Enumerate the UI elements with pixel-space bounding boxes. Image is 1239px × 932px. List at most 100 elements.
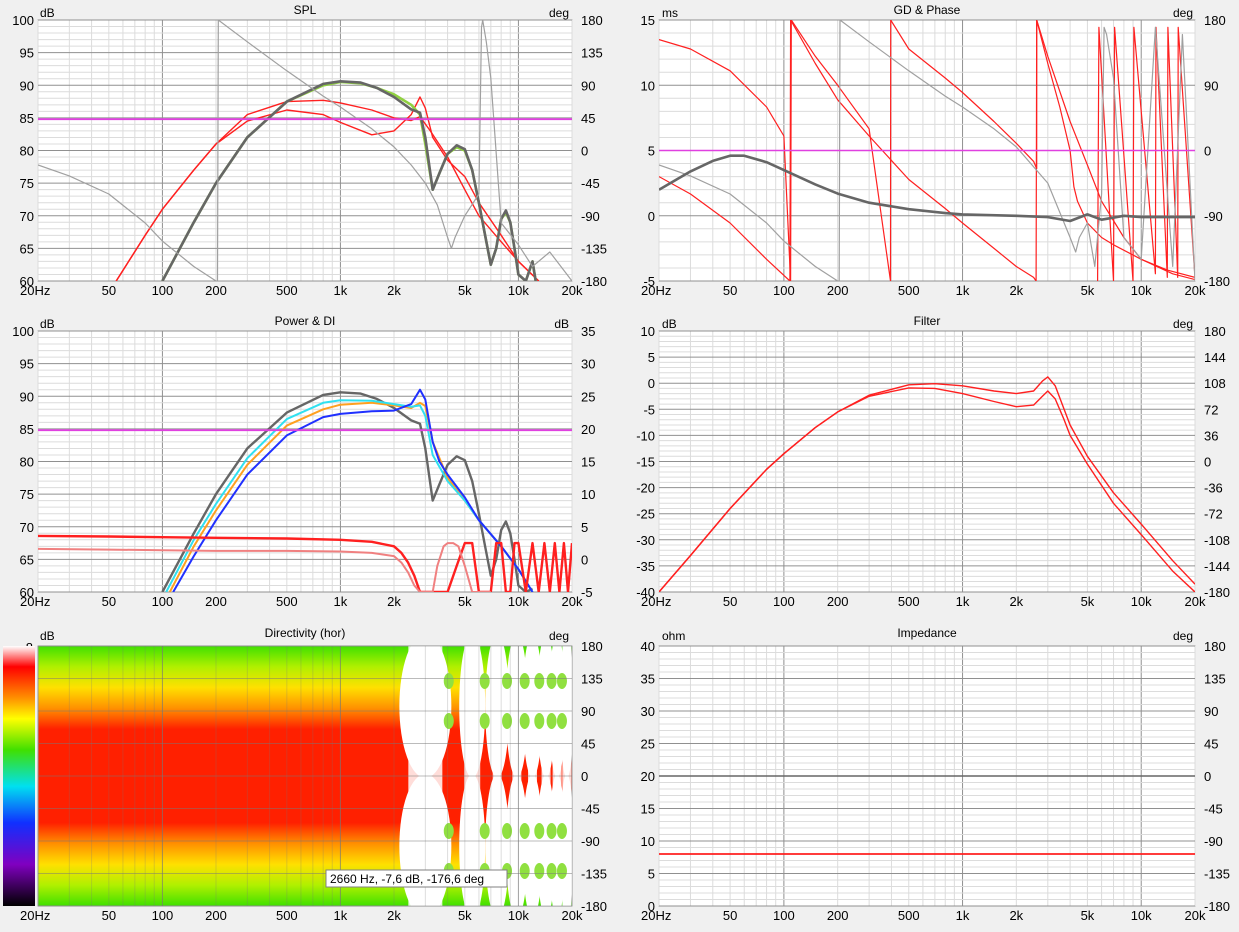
pw-series-4 xyxy=(38,534,572,592)
gd-series-2 xyxy=(1096,26,1195,281)
x-tick-label: 500 xyxy=(898,908,920,923)
directivity-title: Directivity (hor) xyxy=(265,626,346,640)
x-tick-label: 100 xyxy=(773,283,795,298)
y-tick-label: 5 xyxy=(648,144,655,159)
x-tick-label: 1k xyxy=(956,283,970,298)
y2-tick-label: 30 xyxy=(581,357,595,372)
x-tick-label: 20Hz xyxy=(20,283,50,298)
x-tick-label: 2k xyxy=(387,908,401,923)
x-tick-label: 1k xyxy=(956,908,970,923)
x-tick-label: 20Hz xyxy=(641,283,671,298)
x-tick-label: 20Hz xyxy=(641,594,671,609)
x-tick-label: 2k xyxy=(1009,283,1023,298)
y-tick-label: -5 xyxy=(643,274,655,289)
spl-tick-labels: 60 65 70 75 80 85 90 95 100 -180 -135 -90 -45 0 45 90 13… xyxy=(12,13,607,298)
y-tick-label: 65 xyxy=(20,241,34,256)
y2-tick-label: 5 xyxy=(581,520,588,535)
x-tick-label: 20k xyxy=(562,594,583,609)
x-tick-label: 20Hz xyxy=(20,908,50,923)
y-tick-label: 10 xyxy=(641,78,655,93)
y2-tick-label: -180 xyxy=(1204,899,1230,914)
y-tick-label: 60 xyxy=(20,274,34,289)
x-tick-label: 2k xyxy=(1009,908,1023,923)
directivity-lobe xyxy=(546,673,557,689)
directivity-lobe xyxy=(502,713,513,729)
y-tick-label: 60 xyxy=(20,585,34,600)
filter-grid xyxy=(658,330,1196,593)
x-tick-label: 2k xyxy=(387,283,401,298)
y-tick-label: 0 xyxy=(648,209,655,224)
y2-tick-label: 180 xyxy=(581,13,603,28)
cursor-readout: 2660 Hz, -7,6 dB, -176,6 deg xyxy=(330,872,484,886)
x-tick-label: 50 xyxy=(102,594,116,609)
directivity-lobe xyxy=(556,673,567,689)
y-tick-label: -5 xyxy=(643,402,655,417)
y-tick-label: -30 xyxy=(636,533,655,548)
y2-tick-label: -108 xyxy=(1204,533,1230,548)
spl-left-unit: dB xyxy=(40,6,55,20)
x-tick-label: 50 xyxy=(723,908,737,923)
directivity-lobe xyxy=(534,863,545,879)
y-tick-label: -20 xyxy=(636,481,655,496)
x-tick-label: 500 xyxy=(276,908,298,923)
y2-tick-label: 0 xyxy=(1204,455,1211,470)
gd-phase-tick-labels: -5 0 5 10 15 -180 -90 0 90 180 20Hz 50 100 200 500 1k 2k… xyxy=(641,13,1231,298)
spl-title: SPL xyxy=(294,3,317,17)
y-tick-label: 85 xyxy=(20,111,34,126)
y-tick-label: 10 xyxy=(641,324,655,339)
gd-phase-right-unit: deg xyxy=(1173,6,1193,20)
directivity-lobe xyxy=(534,713,545,729)
fi-series-1 xyxy=(659,387,1195,592)
x-tick-label: 100 xyxy=(773,594,795,609)
x-tick-label: 1k xyxy=(956,594,970,609)
x-tick-label: 5k xyxy=(1081,594,1095,609)
y-tick-label: 85 xyxy=(20,422,34,437)
x-tick-label: 1k xyxy=(334,908,348,923)
y2-tick-label: 90 xyxy=(1204,78,1218,93)
x-tick-label: 1k xyxy=(334,283,348,298)
directivity-lobe xyxy=(479,673,490,689)
y2-tick-label: 90 xyxy=(581,704,595,719)
y2-tick-label: 144 xyxy=(1204,350,1226,365)
directivity-lobe xyxy=(556,713,567,729)
y-tick-label: 5 xyxy=(648,350,655,365)
gd-series-3 xyxy=(659,20,1195,281)
y-tick-label: 100 xyxy=(12,13,34,28)
y2-tick-label: -180 xyxy=(1204,274,1230,289)
x-tick-label: 10k xyxy=(1131,283,1152,298)
y-tick-label: 35 xyxy=(641,672,655,687)
y-tick-label: 100 xyxy=(12,324,34,339)
spl-grid xyxy=(37,19,573,282)
directivity-lobe xyxy=(519,823,530,839)
directivity-lobe xyxy=(502,823,513,839)
y-tick-label: 15 xyxy=(641,13,655,28)
x-tick-label: 5k xyxy=(458,283,472,298)
filter-left-unit: dB xyxy=(662,317,677,331)
y2-tick-label: -180 xyxy=(1204,585,1230,600)
filter-right-unit: deg xyxy=(1173,317,1193,331)
y-tick-label: 80 xyxy=(20,144,34,159)
power-di-series xyxy=(38,388,572,592)
y2-tick-label: -90 xyxy=(1204,209,1223,224)
gd-phase-title: GD & Phase xyxy=(894,3,961,17)
impedance-title: Impedance xyxy=(897,626,957,640)
y-tick-label: 75 xyxy=(20,487,34,502)
y2-tick-label: -135 xyxy=(581,867,607,882)
filter-title: Filter xyxy=(914,314,941,328)
directivity-left-unit: dB xyxy=(40,629,55,643)
y2-tick-label: 0 xyxy=(581,769,588,784)
y-tick-label: -35 xyxy=(636,559,655,574)
pw-series-5 xyxy=(38,542,491,592)
cursor-readout-box xyxy=(325,869,508,888)
gd-series-1 xyxy=(659,20,1195,281)
y2-tick-label: 135 xyxy=(581,46,603,61)
x-tick-label: 200 xyxy=(205,594,227,609)
y-tick-label: -10 xyxy=(636,428,655,443)
directivity-lobe xyxy=(443,823,454,839)
x-tick-label: 20k xyxy=(562,908,583,923)
y2-tick-label: 108 xyxy=(1204,376,1226,391)
y2-tick-label: -45 xyxy=(1204,802,1223,817)
y2-tick-label: 45 xyxy=(581,111,595,126)
y-tick-label: -40 xyxy=(636,585,655,600)
y-tick-label: 25 xyxy=(641,737,655,752)
